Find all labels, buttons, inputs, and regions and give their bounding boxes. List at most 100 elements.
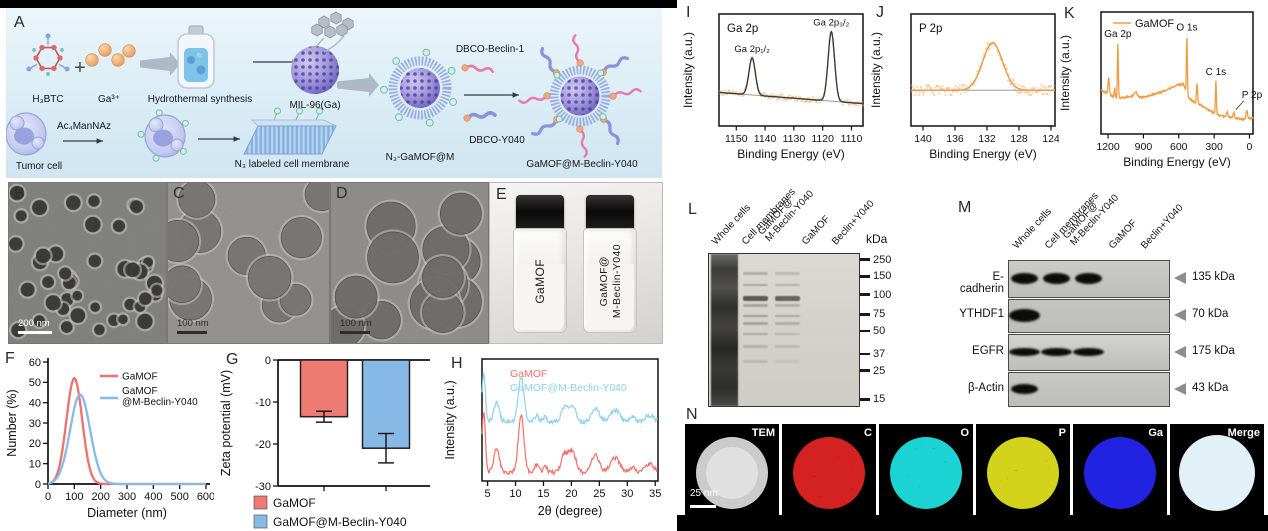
scalebar-line [340, 331, 370, 334]
ga-ion-icon [85, 53, 99, 67]
crystal-structure-icon [330, 11, 342, 25]
peak-label: O 1s [1176, 22, 1197, 33]
svg-text:128: 128 [1010, 133, 1028, 145]
y-axis-label: Intensity (a.u.) [1059, 35, 1072, 111]
blot-band [1010, 272, 1038, 284]
crystal-structure-icon [318, 15, 330, 29]
chart-k-xps-survey: 1200 900 600 300 0 Binding Energy (eV) Intensi… [1059, 11, 1263, 168]
marker-value: 25 [873, 364, 886, 377]
map-image [976, 424, 1070, 517]
protein-label: β-Actin [967, 381, 1004, 394]
map-label: Ga [1148, 427, 1163, 439]
panel-title: P 2p [919, 23, 942, 35]
vial-liquid [516, 264, 564, 330]
protein-band [743, 360, 768, 363]
arrow-left-icon [1174, 309, 1186, 321]
protein-band [743, 345, 768, 348]
y-axis-label: Intensity (a.u.) [871, 32, 883, 108]
product-mil96-label: MIL-96(Ga) [289, 100, 341, 111]
reagent-ga-label: Ga³⁺ [98, 94, 120, 105]
ga-ion-icon [122, 44, 136, 58]
svg-text:0: 0 [45, 491, 51, 503]
vial-body [583, 228, 637, 333]
vial2-text-line1: GaMOF@ [597, 255, 610, 307]
map-tile-TEM: TEM 25 nm [685, 424, 779, 517]
kda-marker: 15 [860, 393, 885, 405]
kda-unit-label: kDa [866, 232, 888, 246]
map-label: C [864, 427, 872, 439]
arrow-left-icon [1174, 382, 1186, 395]
legend-gamof-beclin-line2: @M-Beclin-Y040 [122, 397, 198, 408]
step-hydrothermal-label: Hydrothermal synthesis [147, 94, 253, 105]
gel-lane-cell-membranes [742, 254, 769, 406]
scalebar-line [18, 331, 52, 334]
x-axis-label: Binding Energy (eV) [1123, 155, 1230, 168]
blot-band [1074, 272, 1102, 284]
marker-dash [860, 313, 870, 316]
panel-g-label: G [226, 351, 239, 368]
protein-band [775, 360, 800, 363]
marker-dash [860, 293, 870, 296]
panel-m-label: M [958, 199, 972, 216]
map-tile-C: C [782, 424, 876, 517]
svg-text:35: 35 [649, 488, 661, 500]
y-axis-label: Zeta potential (mV) [219, 370, 233, 476]
svg-text:25: 25 [593, 488, 605, 500]
arrow-left-icon [1174, 272, 1186, 284]
legend-gamof: GaMOF [510, 368, 547, 380]
peak-label: C 1s [1206, 67, 1227, 78]
panel-i-label: I [686, 4, 691, 21]
vial-gamof-text: GaMOF [533, 258, 547, 304]
panel-b-label: B [14, 185, 25, 202]
map-tile-Merge: Merge [1170, 424, 1264, 517]
scalebar-text: 200 nm [18, 318, 50, 329]
blot-band [1072, 347, 1104, 356]
panel-b-tem-image [8, 182, 167, 344]
peak-label: Ga 2p₃/₂ [813, 18, 849, 29]
chart-i-xps-ga2p: 1150 1140 1130 1120 1110 Binding Energy (eV) I… [683, 13, 865, 161]
panel-title: Ga 2p [727, 23, 758, 35]
map-image [782, 424, 876, 517]
peak-label: Ga 2p [1104, 29, 1132, 40]
bar-GaMOF [299, 359, 349, 418]
tem-micrograph [9, 183, 166, 343]
map-scalebar-text: 25 nm [690, 488, 718, 499]
x-axis-label: 2θ (degree) [538, 504, 603, 518]
protein-band [743, 295, 768, 301]
svg-text:-30: -30 [255, 481, 271, 493]
svg-text:10: 10 [509, 488, 521, 500]
lane-label: Beclin+Y040 [1139, 202, 1186, 252]
kda-marker: 75 [860, 308, 885, 320]
svg-text:20: 20 [565, 488, 577, 500]
map-image [1073, 424, 1167, 517]
map-tile-Ga: Ga [1073, 424, 1167, 517]
panel-h-label: H [451, 355, 463, 372]
x-axis-label: Diameter (nm) [87, 506, 167, 520]
marker-dash [860, 398, 870, 401]
protein-band [775, 304, 800, 307]
blot-band [1008, 347, 1040, 356]
svg-text:500: 500 [170, 491, 188, 503]
svg-text:100: 100 [65, 491, 83, 503]
svg-text:10: 10 [29, 458, 41, 470]
scalebar-text: 100 nm [177, 318, 209, 329]
protein-band [775, 345, 800, 348]
vial-cap [516, 195, 564, 231]
panel-n-element-maps: N TEM 25 nm C O P Ga Merge [683, 406, 1268, 520]
chart-h-xrd: 5 10 15 20 25 30 35 2θ (degree) Intensity (a.u.)… [444, 358, 661, 518]
kda-label: 43 kDa [1192, 381, 1229, 394]
panel-e-label: E [496, 186, 507, 203]
h3btc-molecule-icon [26, 33, 70, 76]
panel-l-gel: L kDa 250 150 100 75 50 37 25 15 Whole cells Cell… [683, 178, 958, 415]
marker-value: 37 [873, 347, 886, 360]
map-tile-P: P [976, 424, 1070, 517]
protein-band [743, 304, 768, 307]
scalebar-line [177, 331, 207, 334]
tumor-cell-label: Tumor cell [15, 161, 63, 172]
reagent-h3btc-label: H₃BTC [32, 94, 64, 105]
panel-e-vials-photo: E GaMOF GaMOF@ M-Beclin-Y040 [489, 182, 663, 344]
panel-c-label: C [173, 185, 185, 202]
legend-gamof-beclin: GaMOF@M-Beclin-Y040 [273, 515, 407, 529]
kda-marker: 250 [860, 254, 891, 266]
panel-f-label: F [5, 350, 15, 367]
